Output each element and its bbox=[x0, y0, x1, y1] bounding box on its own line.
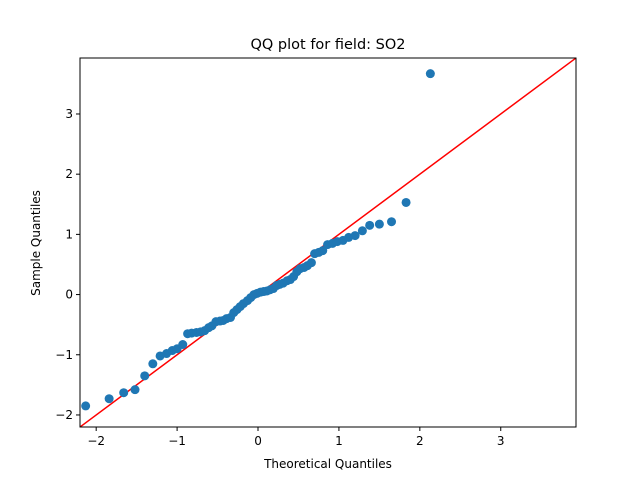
y-tick-label: 0 bbox=[65, 288, 73, 302]
x-tick-label: −2 bbox=[87, 434, 105, 448]
data-point bbox=[401, 197, 411, 207]
chart-title: QQ plot for field: SO2 bbox=[250, 37, 405, 53]
data-point bbox=[178, 340, 188, 350]
y-axis-title: Sample Quantiles bbox=[29, 190, 43, 296]
data-point bbox=[318, 246, 328, 256]
x-axis-title: Theoretical Quantiles bbox=[263, 457, 392, 471]
data-point bbox=[119, 388, 129, 398]
data-point bbox=[148, 359, 158, 369]
data-point bbox=[130, 385, 140, 395]
x-tick-label: 1 bbox=[335, 434, 343, 448]
y-tick-label: −1 bbox=[55, 348, 73, 362]
data-point bbox=[425, 69, 435, 79]
x-tick-label: 2 bbox=[416, 434, 424, 448]
data-point bbox=[387, 217, 397, 227]
data-point bbox=[104, 394, 114, 404]
x-tick-label: −1 bbox=[168, 434, 186, 448]
y-axis-ticks: −2 −1 0 1 2 3 bbox=[55, 107, 80, 422]
data-point bbox=[374, 219, 384, 229]
x-tick-label: 0 bbox=[254, 434, 262, 448]
x-tick-label: 3 bbox=[497, 434, 505, 448]
y-tick-label: 3 bbox=[65, 107, 73, 121]
x-axis-ticks: −2 −1 0 1 2 3 bbox=[87, 427, 505, 448]
data-point bbox=[81, 401, 91, 411]
y-tick-label: 1 bbox=[65, 227, 73, 241]
data-point bbox=[140, 371, 150, 381]
data-point bbox=[365, 220, 375, 230]
data-point bbox=[357, 226, 367, 236]
data-point bbox=[350, 231, 360, 241]
plot-area bbox=[80, 58, 576, 427]
y-tick-label: 2 bbox=[65, 167, 73, 181]
axes-frame bbox=[79, 57, 577, 428]
data-point bbox=[306, 258, 316, 268]
data-points bbox=[81, 69, 435, 411]
y-tick-label: −2 bbox=[55, 408, 73, 422]
